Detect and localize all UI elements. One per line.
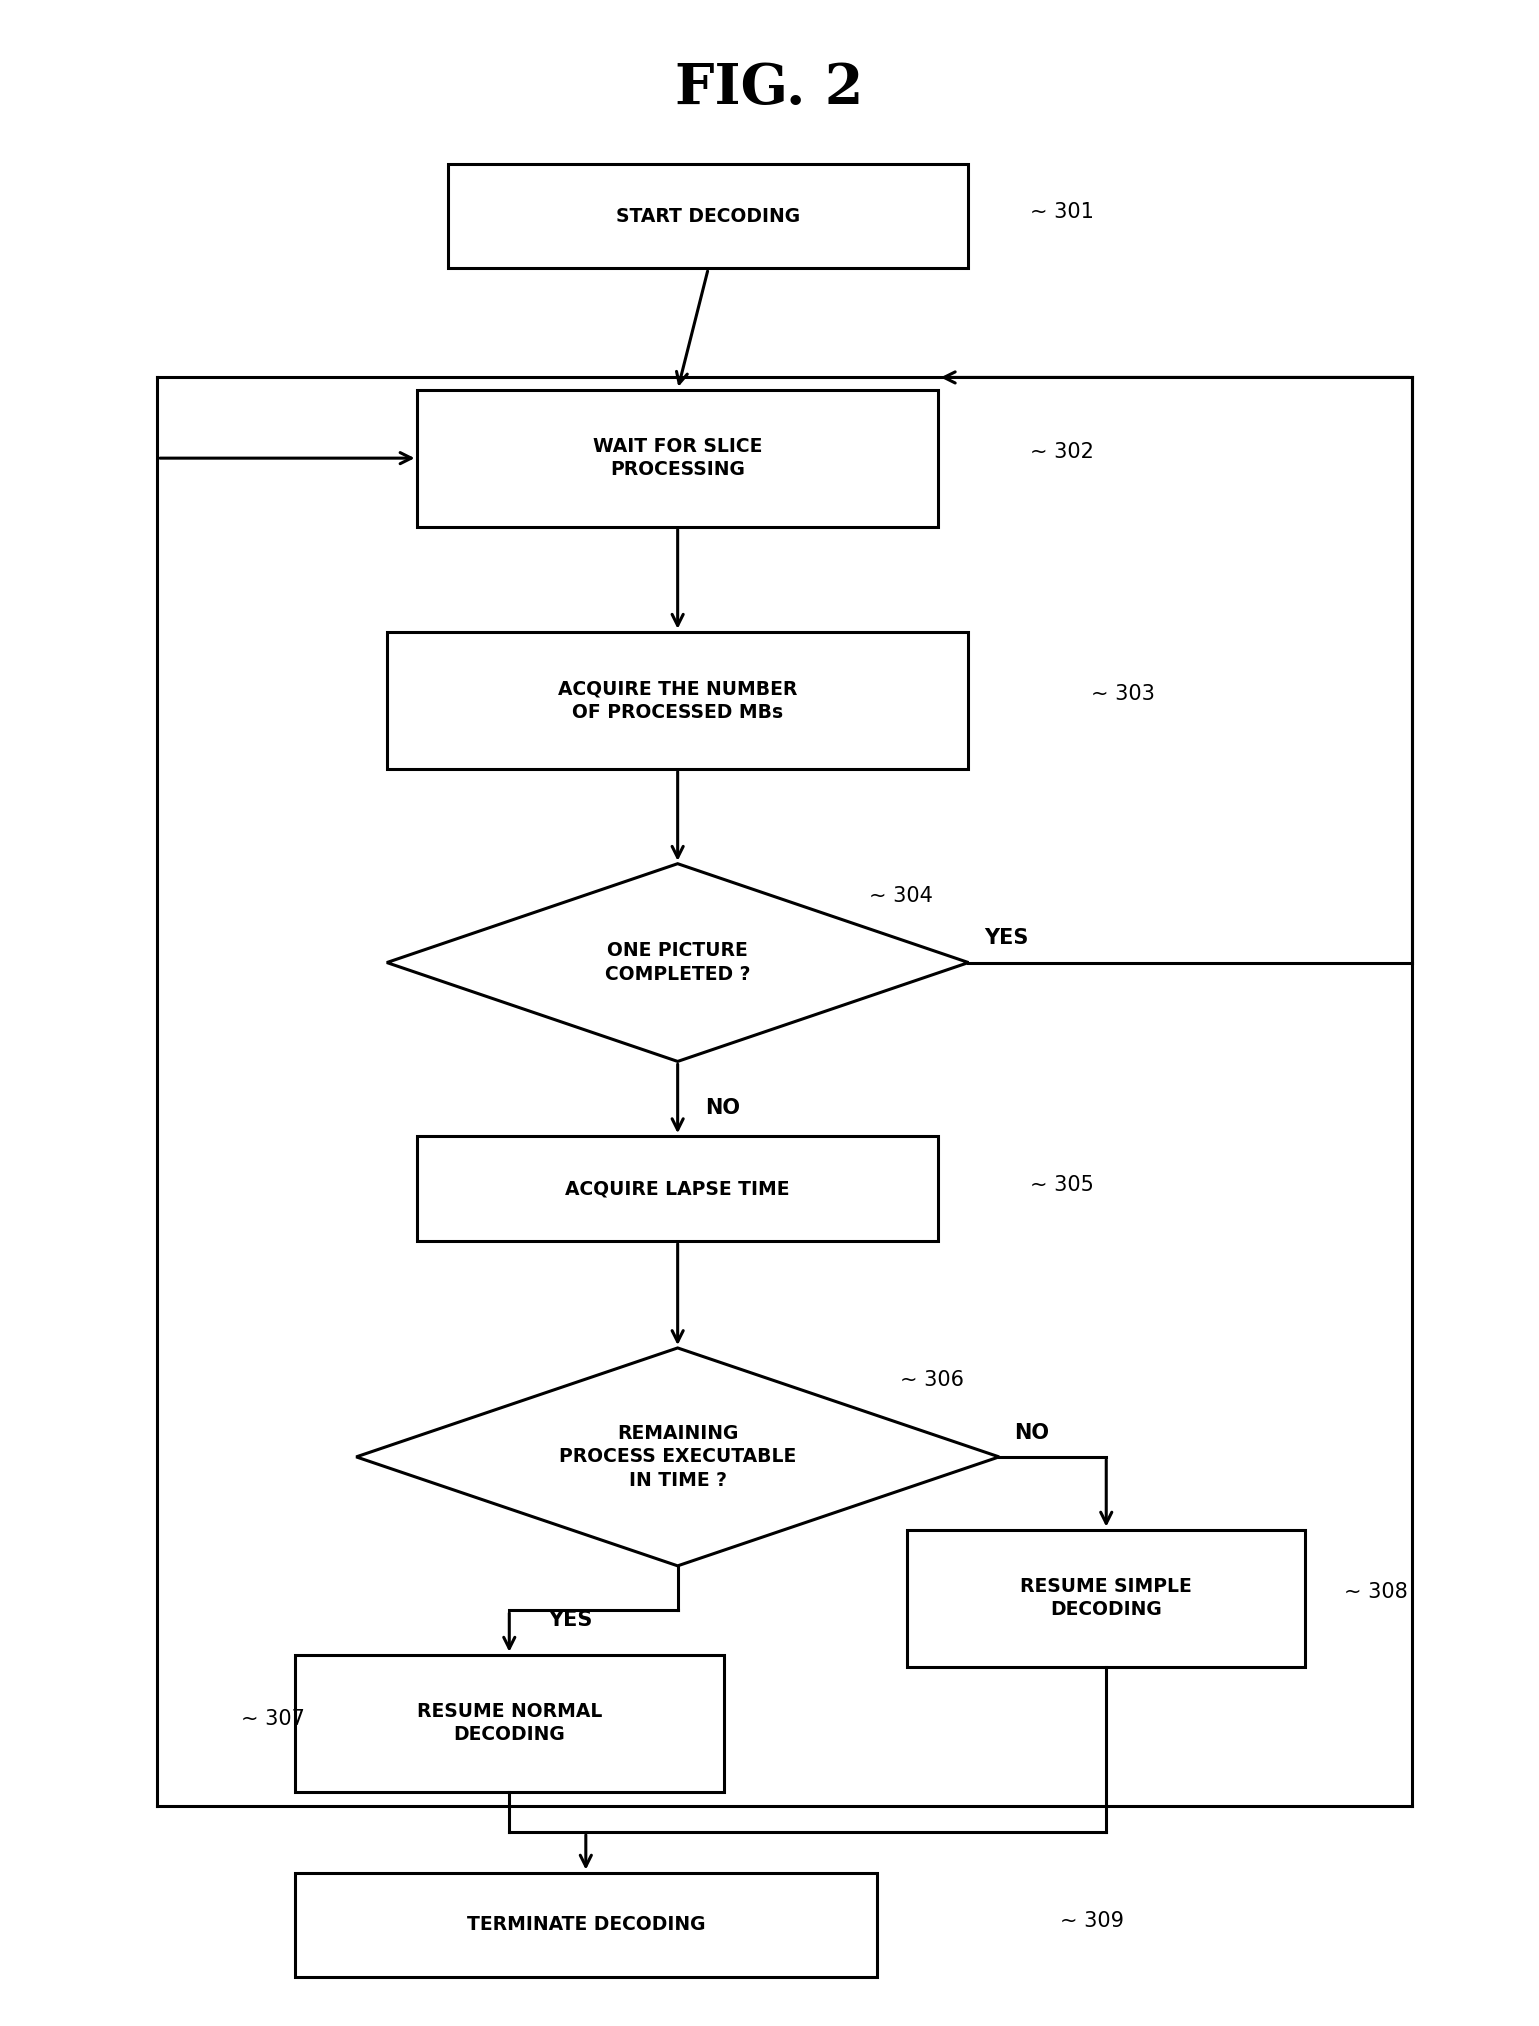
Bar <box>386 632 968 768</box>
Bar <box>448 164 968 269</box>
Text: WAIT FOR SLICE
PROCESSING: WAIT FOR SLICE PROCESSING <box>593 438 762 480</box>
Bar <box>295 1655 723 1791</box>
Text: ~ 303: ~ 303 <box>1091 685 1154 705</box>
Text: REMAINING
PROCESS EXECUTABLE
IN TIME ?: REMAINING PROCESS EXECUTABLE IN TIME ? <box>559 1424 796 1489</box>
Text: NO: NO <box>705 1098 740 1118</box>
Text: ~ 308: ~ 308 <box>1344 1582 1407 1603</box>
Text: YES: YES <box>548 1611 593 1631</box>
Bar <box>908 1530 1305 1667</box>
Bar <box>417 389 937 527</box>
Bar <box>417 1137 937 1242</box>
Text: TERMINATE DECODING: TERMINATE DECODING <box>466 1915 705 1935</box>
Text: ~ 306: ~ 306 <box>900 1370 963 1390</box>
Text: RESUME NORMAL
DECODING: RESUME NORMAL DECODING <box>417 1702 602 1744</box>
Text: START DECODING: START DECODING <box>616 207 800 225</box>
Text: ACQUIRE LAPSE TIME: ACQUIRE LAPSE TIME <box>565 1179 790 1197</box>
Text: RESUME SIMPLE
DECODING: RESUME SIMPLE DECODING <box>1020 1576 1193 1619</box>
Text: ~ 304: ~ 304 <box>870 885 933 906</box>
Text: ~ 302: ~ 302 <box>1030 442 1094 462</box>
Polygon shape <box>356 1347 999 1566</box>
Text: NO: NO <box>1014 1422 1050 1443</box>
Text: ACQUIRE THE NUMBER
OF PROCESSED MBs: ACQUIRE THE NUMBER OF PROCESSED MBs <box>559 679 797 721</box>
Text: FIG. 2: FIG. 2 <box>676 61 863 115</box>
Text: ONE PICTURE
COMPLETED ?: ONE PICTURE COMPLETED ? <box>605 942 751 985</box>
Text: ~ 301: ~ 301 <box>1030 203 1094 223</box>
Bar <box>295 1872 877 1977</box>
Text: YES: YES <box>983 928 1028 948</box>
Text: ~ 309: ~ 309 <box>1060 1911 1125 1931</box>
Polygon shape <box>386 863 968 1062</box>
Text: ~ 305: ~ 305 <box>1030 1175 1094 1195</box>
Text: ~ 307: ~ 307 <box>242 1710 305 1728</box>
